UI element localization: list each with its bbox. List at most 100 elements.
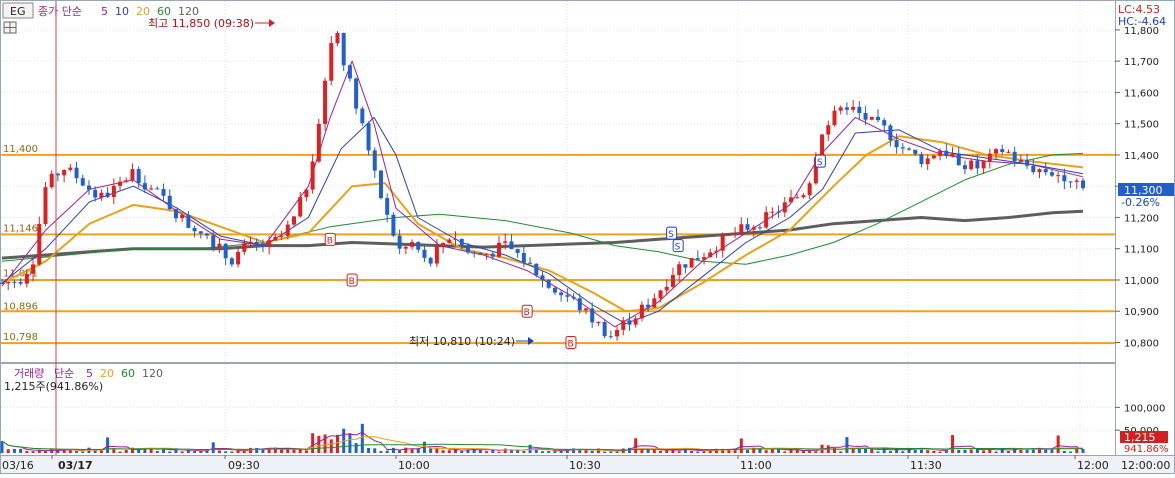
time-tick-label: 11:30 [910,459,942,472]
price-tick-label: 11,800 [1124,26,1159,37]
volume-bars [0,423,1085,453]
time-tick-label: 10:30 [569,459,601,472]
candle-down [211,235,216,248]
symbol-box[interactable] [2,2,34,19]
volume-bar [50,449,54,453]
volume-bar [155,450,159,453]
candle-up [298,197,303,217]
candle-down [552,287,557,293]
candle-up [726,233,731,235]
volume-bar [671,448,675,453]
volume-bar [988,448,992,453]
candle-down [528,262,533,264]
volume-bar [1081,449,1085,453]
volume-bar [124,450,128,453]
volume-bar [690,450,694,453]
volume-bar [416,448,420,453]
candle-down [366,123,371,151]
signal-label: S [817,158,823,168]
candle-up [403,246,408,249]
candle-up [304,189,309,198]
candle-up [323,80,328,124]
candle-down [260,243,265,247]
candle-up [925,158,930,165]
candle-down [472,252,477,254]
volume-bar [1019,448,1023,453]
price-level-label: 10,896 [3,301,38,312]
volume-bar [683,448,687,453]
volume-ma-line [1,440,1084,451]
volume-bar [422,441,426,453]
candle-up [43,187,48,224]
candle-down [745,224,750,230]
volume-bar [186,450,190,453]
candle-up [689,258,694,268]
volume-bar [565,450,569,453]
candles [0,31,1085,341]
candle-up [702,257,707,260]
volume-bar [12,448,16,453]
volume-bar [447,450,451,453]
legend-prefix: 종가 단순 [38,5,82,18]
candle-down [956,153,961,166]
volume-bar [379,451,383,453]
candle-up [503,241,508,243]
candle-up [789,197,794,203]
volume-bar [230,451,234,453]
candle-up [950,153,955,156]
candle-down [167,195,172,209]
volume-bar [789,449,793,453]
candle-up [795,197,800,199]
candle-up [267,240,272,247]
candle-down [459,238,464,246]
candle-up [938,150,943,156]
volume-bar [907,448,911,453]
volume-bar [1031,448,1035,453]
time-tick-label: 12:00 [1077,459,1109,472]
volume-bar [348,433,352,453]
volume-bar [727,450,731,453]
candle-down [341,32,346,66]
ma-legend-item: 120 [178,5,199,18]
candle-down [857,106,862,114]
price-level-label: 11,400 [3,144,38,155]
candle-up [236,251,241,265]
volume-bar [801,451,805,453]
candle-down [534,263,539,276]
buy-signal [324,232,336,246]
volume-bar [677,451,681,453]
high-annotation: 최고 11,850 (09:38) [148,17,254,30]
volume-bar [975,448,979,453]
candle-down [416,242,421,250]
candle-up [62,169,67,176]
price-tick-label: 10,800 [1124,338,1159,349]
candle-up [118,181,123,186]
candle-up [813,157,818,184]
candle-down [546,280,551,288]
candle-down [205,233,210,236]
volume-bar [143,448,147,453]
volume-bar [298,448,302,453]
candle-up [111,185,116,197]
candle-up [31,264,36,274]
volume-bar [646,449,650,453]
candle-up [49,173,54,188]
candle-up [851,106,856,110]
candle-down [882,120,887,126]
volume-bar [702,451,706,453]
volume-bar [491,448,495,453]
volume-bar [584,449,588,453]
volume-bar [193,451,197,453]
volume-bar [224,451,228,453]
price-tick-label: 11,600 [1124,88,1159,99]
candle-down [74,167,79,179]
volume-bar [360,423,364,453]
volume-bar [37,449,41,453]
candle-down [944,150,949,156]
volume-bar [857,448,861,453]
volume-bar [93,449,97,453]
candle-up [242,243,247,252]
candle-down [602,322,607,337]
volume-bar [112,448,116,453]
volume-bar [764,450,768,453]
